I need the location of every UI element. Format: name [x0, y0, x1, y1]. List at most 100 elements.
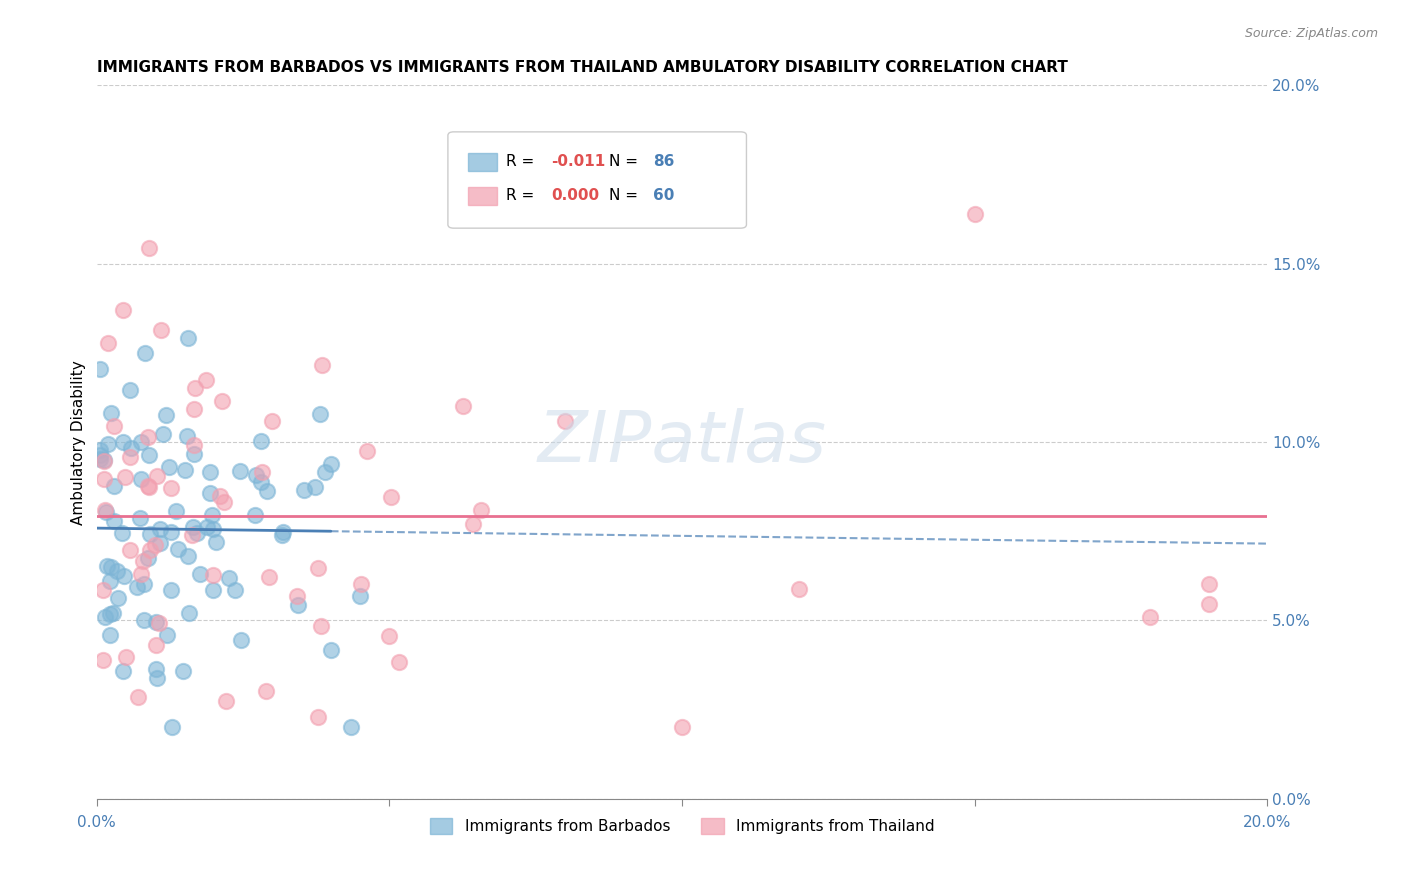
- Point: [134, 613, 156, 627]
- Point: [309, 619, 332, 633]
- Point: [94, 503, 117, 517]
- Point: [160, 525, 183, 540]
- Point: [461, 517, 484, 532]
- Point: [470, 503, 492, 517]
- Point: [118, 384, 141, 398]
- Point: [231, 632, 253, 647]
- Point: [201, 568, 224, 582]
- Text: N =: N =: [609, 154, 644, 169]
- Point: [256, 483, 278, 498]
- Point: [160, 721, 183, 735]
- Point: [93, 609, 115, 624]
- Point: [350, 577, 373, 591]
- Point: [89, 361, 111, 376]
- Point: [287, 598, 309, 612]
- Point: [229, 464, 252, 478]
- Point: [103, 418, 125, 433]
- Point: [177, 607, 200, 621]
- Point: [183, 447, 205, 461]
- Text: R =: R =: [506, 154, 540, 169]
- Point: [146, 469, 169, 483]
- Point: [112, 434, 135, 449]
- Point: [1198, 597, 1220, 611]
- Point: [98, 607, 121, 622]
- Point: [115, 650, 138, 665]
- Point: [309, 407, 332, 421]
- Point: [129, 566, 152, 581]
- Point: [180, 528, 202, 542]
- Point: [292, 483, 315, 498]
- Point: [156, 628, 179, 642]
- Point: [89, 451, 111, 466]
- Point: [307, 560, 329, 574]
- Point: [138, 480, 160, 494]
- Point: [388, 655, 411, 669]
- Point: [215, 694, 238, 708]
- Point: [129, 435, 152, 450]
- Point: [114, 470, 136, 484]
- Point: [127, 690, 149, 704]
- Point: [103, 514, 125, 528]
- Point: [134, 345, 156, 359]
- Point: [243, 508, 266, 522]
- Point: [250, 434, 273, 449]
- Point: [91, 583, 114, 598]
- Point: [262, 413, 284, 427]
- Point: [963, 206, 986, 220]
- Point: [167, 541, 190, 556]
- Point: [307, 710, 329, 724]
- Point: [208, 489, 231, 503]
- Point: [145, 671, 167, 685]
- Point: [118, 450, 141, 464]
- Text: IMMIGRANTS FROM BARBADOS VS IMMIGRANTS FROM THAILAND AMBULATORY DISABILITY CORRE: IMMIGRANTS FROM BARBADOS VS IMMIGRANTS F…: [97, 60, 1067, 75]
- Point: [201, 508, 224, 522]
- Text: 0.000: 0.000: [551, 188, 599, 202]
- Text: 60: 60: [652, 188, 673, 202]
- Point: [321, 457, 343, 471]
- Point: [97, 437, 120, 451]
- Point: [202, 582, 225, 597]
- Point: [145, 615, 167, 630]
- Point: [378, 629, 401, 643]
- Point: [89, 442, 111, 457]
- Point: [136, 551, 159, 566]
- Point: [245, 467, 267, 482]
- Point: [554, 413, 576, 427]
- Point: [93, 453, 115, 467]
- Point: [155, 408, 177, 422]
- Point: [1139, 610, 1161, 624]
- Point: [136, 430, 159, 444]
- Point: [112, 665, 135, 679]
- Point: [100, 560, 122, 574]
- Point: [198, 485, 221, 500]
- Point: [176, 428, 198, 442]
- Bar: [468, 153, 498, 171]
- Point: [91, 653, 114, 667]
- Point: [131, 554, 153, 568]
- Point: [112, 569, 135, 583]
- Point: [787, 582, 810, 597]
- Point: [177, 331, 200, 345]
- Point: [314, 465, 336, 479]
- Point: [105, 564, 128, 578]
- Point: [145, 638, 167, 652]
- Legend: Immigrants from Barbados, Immigrants from Thailand: Immigrants from Barbados, Immigrants fro…: [430, 818, 935, 834]
- Point: [160, 583, 183, 598]
- Point: [129, 472, 152, 486]
- Point: [160, 481, 183, 495]
- Point: [177, 549, 200, 563]
- Point: [111, 302, 134, 317]
- Point: [205, 534, 228, 549]
- Point: [1198, 576, 1220, 591]
- Point: [188, 567, 211, 582]
- Point: [152, 426, 174, 441]
- Point: [138, 241, 160, 255]
- Point: [202, 522, 225, 536]
- Point: [93, 472, 115, 486]
- Point: [127, 580, 149, 594]
- Text: ZIPatlas: ZIPatlas: [537, 408, 827, 476]
- Point: [100, 406, 122, 420]
- Point: [174, 463, 197, 477]
- Point: [107, 591, 129, 605]
- Point: [183, 402, 205, 417]
